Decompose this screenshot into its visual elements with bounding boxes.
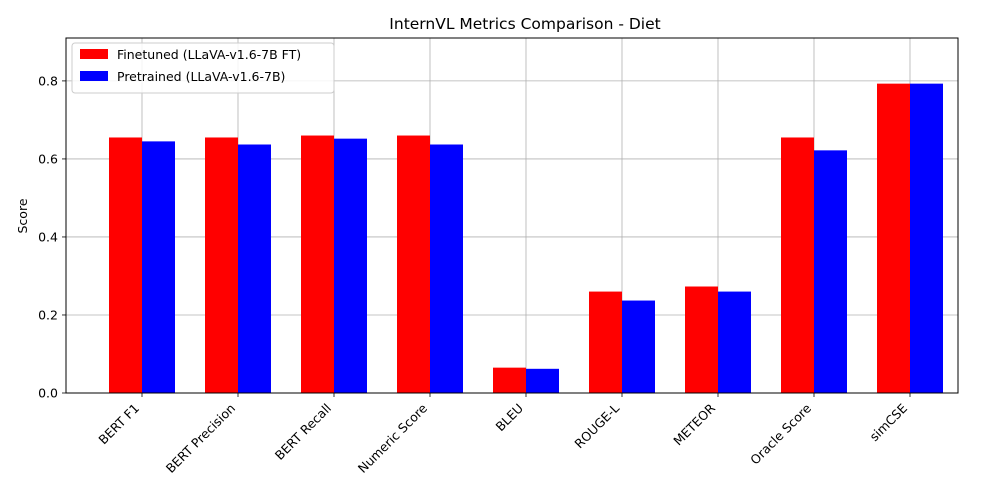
bar-finetuned: [685, 286, 718, 393]
plot-frame: [65, 37, 959, 394]
bar-finetuned: [397, 135, 430, 393]
legend-swatch: [80, 71, 108, 81]
bar-pretrained: [430, 144, 463, 393]
bars-group: [109, 83, 943, 394]
bar-pretrained: [814, 150, 847, 393]
y-tick-label: 0.8: [38, 73, 58, 88]
legend-entry-label: Finetuned (LLaVA-v1.6-7B FT): [117, 47, 301, 62]
y-tick-label: 0.6: [38, 151, 58, 166]
bar-pretrained: [238, 144, 271, 393]
y-axis-label: Score: [15, 198, 30, 233]
legend-box: [71, 42, 335, 94]
bar-pretrained: [334, 138, 367, 393]
legend-entry-label: Pretrained (LLaVA-v1.6-7B): [117, 69, 285, 84]
bar-pretrained: [142, 141, 175, 393]
bar-pretrained: [526, 368, 559, 393]
chart-title: InternVL Metrics Comparison - Diet: [389, 15, 660, 33]
bar-pretrained: [910, 83, 943, 394]
legend: Finetuned (LLaVA-v1.6-7B FT) Pretrained (…: [71, 42, 335, 94]
bar-finetuned: [493, 367, 526, 393]
y-tick-label: 0.2: [38, 307, 58, 322]
bar-pretrained: [718, 291, 751, 393]
bar-finetuned: [877, 83, 910, 394]
bar-finetuned: [205, 137, 238, 393]
y-tick-label: 0.0: [38, 386, 58, 401]
y-tick-label: 0.4: [38, 229, 58, 244]
bar-finetuned: [589, 291, 622, 393]
bar-finetuned: [301, 135, 334, 393]
legend-swatch: [80, 49, 108, 59]
y-axis: 0.0 0.2 0.4 0.6 0.8: [38, 73, 66, 401]
bar-pretrained: [622, 300, 655, 393]
bar-finetuned: [781, 137, 814, 393]
bar-finetuned: [109, 137, 142, 393]
